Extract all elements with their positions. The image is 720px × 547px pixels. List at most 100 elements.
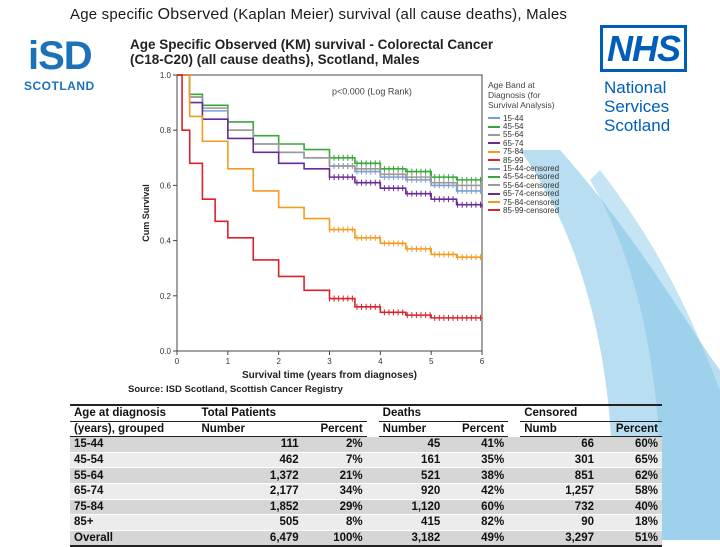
table-row: 65-74 2,177 34% 920 42% 1,257 58% [70,483,662,500]
table-cell: 161 [378,452,445,469]
table-cell: 21% [302,467,367,484]
table-header-row: (years), grouped Number Percent Number Perce… [70,421,662,438]
y-tick-label: 1.0 [160,71,172,80]
table-cell: 920 [378,483,445,500]
y-tick-label: 0.4 [160,237,172,246]
series-line-75-84 [177,74,482,258]
table-cell: 38% [444,467,509,484]
table-cell: 100% [302,530,367,547]
table-cell: 1,120 [378,499,445,516]
table-cell: 35% [444,452,509,469]
legend-entry: 65-74-censored [488,189,572,199]
legend-label: 55-64 [503,130,524,140]
table-cell: 51% [597,530,662,547]
table-cell: 58% [597,483,662,500]
legend-entry: 85-99 [488,156,572,165]
table-cell: 732 [520,499,598,516]
legend-label: 55-64-censored [503,180,560,190]
table-cell: 3,182 [378,530,445,547]
x-tick-label: 1 [226,357,231,366]
legend-label: 45-54-censored [503,172,560,182]
column-gap [366,452,379,469]
table-header-cell: Number [197,421,303,438]
x-tick-label: 0 [175,357,180,366]
table-cell: 505 [197,514,303,531]
table-cell: 90 [520,514,598,531]
legend-swatch [488,159,500,162]
table-cell: 29% [302,499,367,516]
isd-logo-letters: iSD [28,34,93,78]
legend-swatch [488,201,500,204]
table-cell: 8% [302,514,367,531]
column-gap [508,421,520,437]
legend-entry: 55-64-censored [488,180,572,190]
legend-swatch [488,192,500,195]
column-gap [508,436,521,453]
legend-swatch [488,117,500,120]
y-tick-label: 0.8 [160,126,172,135]
table-header-cell: Total Patients [197,403,303,422]
table-header-cell [444,403,509,422]
series-line-85-99 [177,74,482,319]
column-gap [366,514,379,531]
chart-legend: Age Band at Diagnosis (for Survival Anal… [488,80,572,215]
table-cell: 851 [520,467,598,484]
table-cell: 65% [597,452,662,469]
legend-entry: 45-54-censored [488,172,572,182]
table-cell: 1,372 [197,467,303,484]
source-note: Source: ISD Scotland, Scottish Cancer Re… [128,384,343,395]
legend-swatch [488,142,500,145]
table-cell: 3,297 [520,530,598,547]
y-axis-label: Cum Survival [141,184,151,242]
series-line-45-54 [177,74,482,181]
table-cell: 85+ [70,514,198,531]
censor-marks-45-54 [329,154,481,183]
isd-logo-subtitle: SCOTLAND [24,79,95,93]
column-gap [508,452,521,469]
table-cell: 82% [444,514,509,531]
column-gap [508,403,521,422]
table-cell: 55-64 [70,467,198,484]
table-cell: 7% [302,452,367,469]
x-axis-label: Survival time (years from diagnoses) [242,370,417,381]
table-cell: 18% [597,514,662,531]
legend-entry: 65-74 [488,138,572,148]
legend-entry: 45-54 [488,122,572,131]
legend-swatch [488,125,500,128]
legend-title: Age Band at Diagnosis (for Survival Anal… [488,80,555,110]
x-tick-label: 4 [378,357,383,366]
column-gap [366,499,379,516]
table-row: 55-64 1,372 21% 521 38% 851 62% [70,467,662,484]
legend-label: 65-74-censored [503,189,560,199]
y-tick-label: 0.6 [160,181,172,190]
table-cell: 41% [444,436,509,453]
slide-title-emphasis: Observed [157,6,229,23]
nhs-logo-subtitle: National Services Scotland [604,78,671,135]
table-cell: 45 [378,436,445,453]
table-row: 15-44 111 2% 45 41% 66 60% [70,436,662,453]
x-tick-label: 2 [276,357,281,366]
column-gap [508,514,521,531]
column-gap [367,421,379,437]
table-row: Overall 6,479 100% 3,182 49% 3,297 51% [70,530,662,547]
table-cell: 301 [520,452,598,469]
table-cell: 42% [444,483,509,500]
y-tick-label: 0.2 [160,292,172,301]
table-cell: 1,257 [520,483,598,500]
plot-area [176,74,483,352]
column-gap [366,467,379,484]
column-gap [508,499,521,516]
legend-label: 65-74 [503,138,524,148]
legend-entry: 75-84 [488,147,572,156]
table-cell: 2,177 [197,483,303,500]
censor-marks-55-64 [329,163,481,189]
table-header-cell: Age at diagnosis [70,403,198,422]
series-line-55-64 [177,74,482,187]
legend-label: 75-84-censored [503,197,560,207]
log-rank-annotation: p<0.000 (Log Rank) [332,86,412,96]
table-header-cell: Percent [597,421,662,438]
table-header-cell: Censored [520,403,598,422]
table-cell: 2% [302,436,367,453]
